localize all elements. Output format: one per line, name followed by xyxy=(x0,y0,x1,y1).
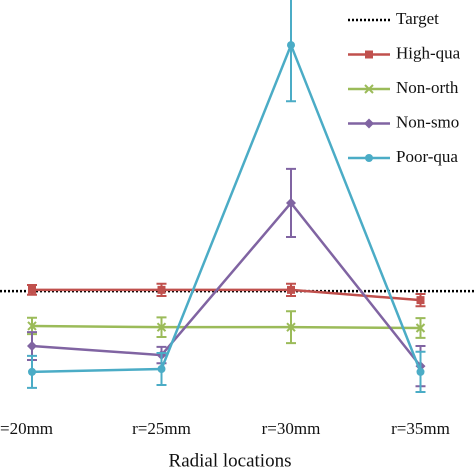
marker xyxy=(286,322,296,332)
x-axis-title: Radial locations xyxy=(169,450,292,471)
marker xyxy=(365,50,373,59)
marker xyxy=(156,322,167,332)
legend-label: Target xyxy=(396,9,439,28)
marker xyxy=(287,285,295,294)
marker xyxy=(27,341,37,352)
marker xyxy=(364,84,374,94)
marker xyxy=(364,118,374,129)
marker xyxy=(157,285,166,294)
marker xyxy=(27,321,37,331)
legend-label: Non-smo xyxy=(396,112,459,131)
marker xyxy=(416,296,425,305)
legend-label: Non-orth xyxy=(396,78,459,97)
series-line xyxy=(31,41,422,374)
x-tick-label: =20mm xyxy=(0,419,53,438)
marker xyxy=(415,323,426,333)
x-tick-label: r=25mm xyxy=(132,419,191,438)
legend-label: High-qua xyxy=(396,43,461,62)
marker xyxy=(157,365,166,373)
marker xyxy=(286,197,296,208)
series-line xyxy=(31,200,422,367)
marker xyxy=(287,41,295,50)
x-tick-label: r=30mm xyxy=(262,419,321,438)
marker xyxy=(416,367,425,376)
marker xyxy=(28,285,36,294)
series-line xyxy=(31,324,421,330)
x-tick-label: r=35mm xyxy=(391,419,450,438)
marker xyxy=(28,367,36,376)
series-line xyxy=(32,288,421,302)
marker xyxy=(365,154,373,162)
legend-label: Poor-qua xyxy=(396,147,458,166)
